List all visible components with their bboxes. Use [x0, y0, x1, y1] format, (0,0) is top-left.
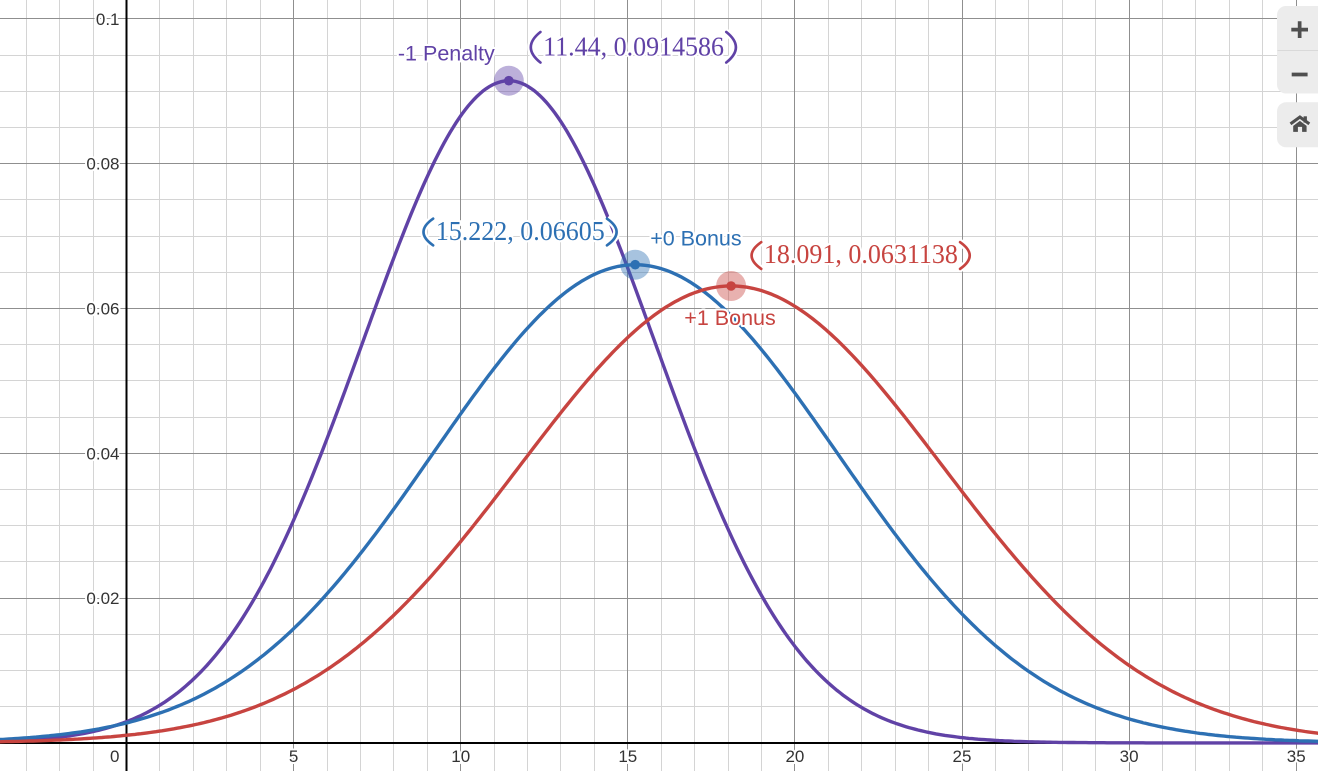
svg-text:0: 0: [110, 747, 119, 766]
svg-text:0.08: 0.08: [86, 155, 119, 174]
svg-text:5: 5: [289, 747, 298, 766]
svg-text:30: 30: [1120, 747, 1139, 766]
svg-text:15: 15: [618, 747, 637, 766]
svg-text:15.222, 0.06605: 15.222, 0.06605: [436, 215, 605, 246]
svg-text:0.02: 0.02: [86, 589, 119, 608]
svg-text:+0 Bonus: +0 Bonus: [650, 227, 741, 251]
svg-text:20: 20: [785, 747, 804, 766]
svg-text:11.44, 0.0914586: 11.44, 0.0914586: [543, 31, 724, 62]
svg-text:-1 Penalty: -1 Penalty: [398, 42, 495, 66]
svg-text:+1 Bonus: +1 Bonus: [684, 306, 775, 330]
svg-text:18.091, 0.0631138: 18.091, 0.0631138: [764, 238, 958, 269]
svg-text:0.06: 0.06: [86, 300, 119, 319]
svg-text:35: 35: [1287, 747, 1306, 766]
svg-text:10: 10: [451, 747, 470, 766]
svg-text:0.1: 0.1: [96, 10, 120, 29]
svg-text:0.04: 0.04: [86, 444, 119, 463]
svg-text:25: 25: [953, 747, 972, 766]
